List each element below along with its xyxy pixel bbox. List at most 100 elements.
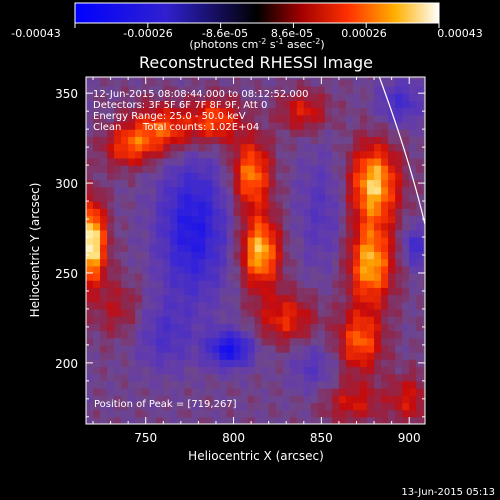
heatmap-cell: [233, 265, 242, 274]
heatmap-cell: [416, 237, 424, 245]
heatmap-cell: [360, 280, 368, 288]
heatmap-cell: [261, 308, 270, 317]
heatmap-cell: [184, 179, 192, 188]
heatmap-cell: [275, 251, 284, 260]
heatmap-cell: [254, 359, 263, 368]
heatmap-cell: [360, 366, 368, 375]
heatmap-cell: [191, 272, 200, 281]
heatmap-cell: [156, 114, 164, 123]
heatmap-cell: [360, 388, 368, 396]
heatmap-cell: [416, 244, 424, 252]
heatmap-cell: [107, 85, 115, 94]
heatmap-cell: [240, 294, 249, 303]
heatmap-cell: [149, 78, 157, 87]
heatmap-cell: [191, 208, 200, 217]
heatmap-cell: [402, 280, 410, 288]
heatmap-cell: [331, 85, 340, 94]
heatmap-cell: [142, 229, 150, 238]
heatmap-cell: [205, 114, 214, 123]
heatmap-cell: [254, 165, 263, 173]
heatmap-cell: [233, 85, 242, 94]
heatmap-cell: [86, 222, 94, 231]
heatmap-cell: [114, 388, 122, 396]
heatmap-cell: [402, 165, 410, 173]
heatmap-cell: [184, 186, 192, 195]
heatmap-cell: [163, 388, 171, 396]
heatmap-cell: [310, 129, 319, 137]
heatmap-cell: [100, 244, 108, 252]
heatmap-cell: [324, 129, 333, 137]
heatmap-cell: [100, 143, 108, 152]
heatmap-cell: [254, 85, 263, 94]
heatmap-cell: [184, 215, 192, 224]
heatmap-cell: [191, 416, 200, 424]
heatmap-cell: [177, 316, 185, 324]
heatmap-cell: [388, 208, 396, 217]
heatmap-cell: [212, 272, 221, 281]
heatmap-cell: [177, 121, 185, 130]
heatmap-cell: [381, 193, 389, 202]
heatmap-cell: [177, 272, 185, 281]
heatmap-cell: [121, 287, 129, 296]
heatmap-cell: [114, 222, 122, 231]
heatmap-cell: [86, 129, 94, 137]
heatmap-cell: [367, 107, 375, 116]
heatmap-cell: [282, 150, 291, 159]
heatmap-cell: [303, 114, 312, 123]
heatmap-cell: [289, 352, 298, 360]
heatmap-cell: [324, 416, 333, 424]
heatmap-cell: [317, 121, 326, 130]
heatmap-cell: [331, 323, 340, 332]
heatmap-cell: [331, 215, 340, 224]
heatmap-cell: [233, 165, 242, 173]
heatmap-cell: [303, 337, 312, 346]
heatmap-cell: [261, 165, 270, 173]
heatmap-cell: [352, 100, 361, 109]
heatmap-cell: [128, 186, 136, 195]
heatmap-cell: [233, 186, 242, 195]
heatmap-cell: [303, 172, 312, 181]
heatmap-cell: [198, 85, 207, 94]
heatmap-cell: [324, 287, 333, 296]
heatmap-cell: [331, 316, 340, 324]
heatmap-cell: [254, 287, 263, 296]
heatmap-cell: [423, 402, 425, 411]
heatmap-cell: [114, 85, 122, 94]
heatmap-cell: [107, 114, 115, 123]
heatmap-cell: [324, 280, 333, 288]
heatmap-cell: [310, 100, 319, 109]
heatmap-cell: [86, 380, 94, 389]
heatmap-cell: [402, 179, 410, 188]
heatmap-cell: [163, 150, 171, 159]
heatmap-cell: [374, 265, 382, 274]
heatmap-cell: [142, 359, 150, 368]
heatmap-cell: [247, 323, 256, 332]
heatmap-cell: [128, 388, 136, 396]
heatmap-cell: [282, 280, 291, 288]
heatmap-cell: [367, 208, 375, 217]
heatmap-cell: [240, 251, 249, 260]
heatmap-cell: [275, 193, 284, 202]
heatmap-cell: [121, 251, 129, 260]
heatmap-cell: [381, 172, 389, 181]
heatmap-cell: [86, 165, 94, 173]
heatmap-cell: [240, 208, 249, 217]
heatmap-cell: [156, 150, 164, 159]
heatmap-cell: [114, 77, 122, 80]
heatmap-cell: [310, 337, 319, 346]
heatmap-cell: [317, 316, 326, 324]
heatmap-cell: [142, 201, 150, 209]
heatmap-cell: [128, 215, 136, 224]
heatmap-cell: [402, 265, 410, 274]
heatmap-cell: [367, 244, 375, 252]
heatmap-cell: [247, 136, 256, 145]
heatmap-cell: [289, 100, 298, 109]
heatmap-cell: [240, 323, 249, 332]
heatmap-cell: [135, 157, 143, 166]
heatmap-cell: [345, 337, 354, 346]
heatmap-cell: [198, 244, 207, 252]
heatmap-cell: [114, 100, 122, 109]
heatmap-cell: [395, 388, 403, 396]
heatmap-cell: [324, 388, 333, 396]
heatmap-cell: [121, 373, 129, 382]
